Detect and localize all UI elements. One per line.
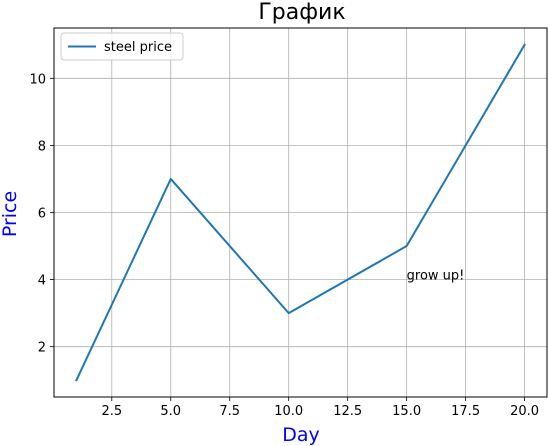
y-tick-label: 2 bbox=[38, 341, 46, 356]
y-tick-label: 4 bbox=[38, 274, 46, 289]
y-tick-label: 6 bbox=[38, 207, 46, 222]
y-tick-label: 10 bbox=[29, 72, 46, 87]
x-tick-label: 12.5 bbox=[333, 404, 362, 419]
legend: steel price bbox=[60, 32, 184, 61]
x-tick-label: 5.0 bbox=[160, 404, 181, 419]
plot-series bbox=[75, 43, 526, 382]
x-tick-label: 20.0 bbox=[510, 404, 539, 419]
x-tick-label: 7.5 bbox=[219, 404, 240, 419]
annotations: grow up! bbox=[407, 269, 465, 284]
x-tick-label: 2.5 bbox=[101, 404, 122, 419]
chart-title: График bbox=[258, 0, 345, 25]
y-axis-label: Price bbox=[0, 191, 21, 237]
legend-box bbox=[60, 32, 184, 61]
grid-lines bbox=[54, 28, 547, 397]
annotation-text: grow up! bbox=[407, 269, 465, 284]
x-tick-label: 10.0 bbox=[274, 404, 303, 419]
y-tick-label: 8 bbox=[38, 139, 46, 154]
x-tick-label: 17.5 bbox=[451, 404, 480, 419]
axis-ticks: 2.5 5.0 7.5 10.0 12.5 15.0 17.5 20.0 2 4 6 8 10 bbox=[29, 72, 539, 419]
x-tick-label: 15.0 bbox=[392, 404, 421, 419]
series-line-steel-price bbox=[75, 43, 526, 382]
x-axis-label: Day bbox=[282, 424, 320, 446]
legend-label-steel-price: steel price bbox=[104, 40, 172, 55]
